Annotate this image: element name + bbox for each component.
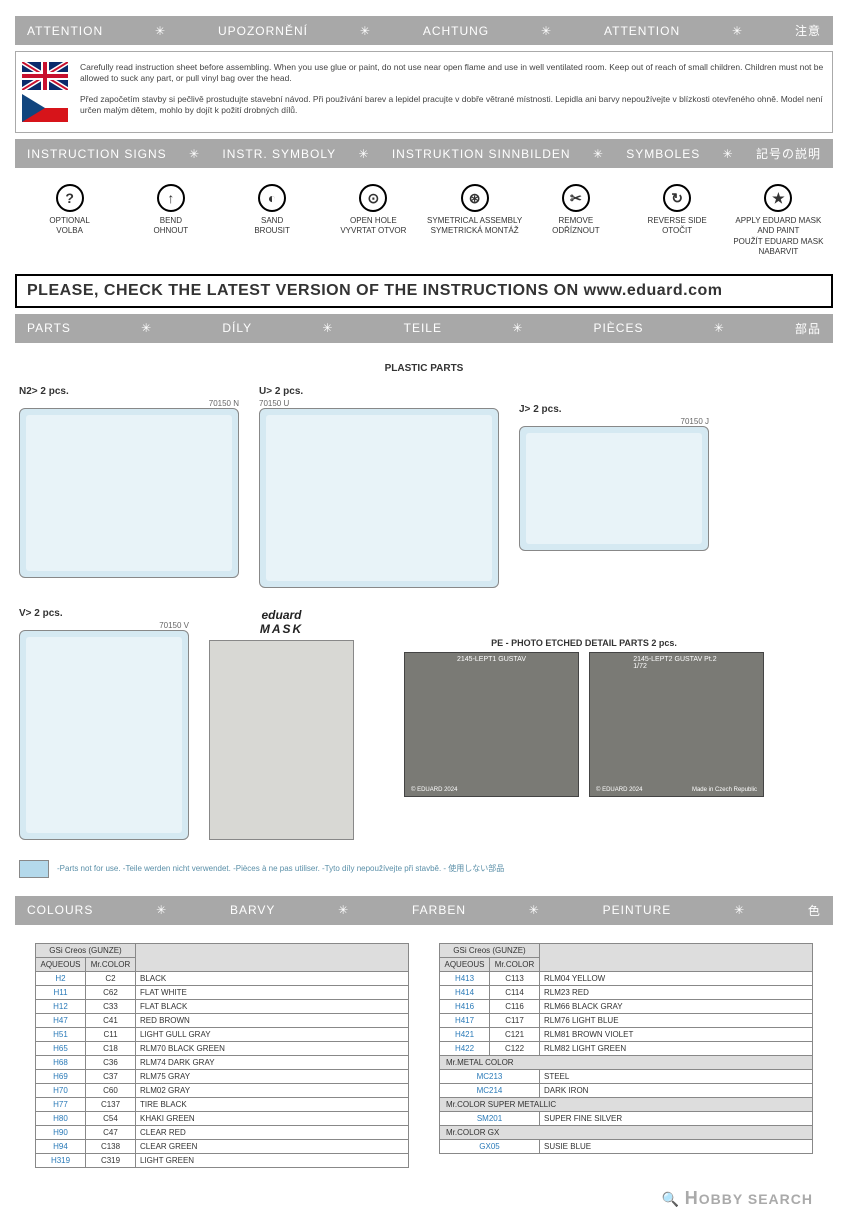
- colours-table-left: GSi Creos (GUNZE) AQUEOUSMr.COLOR H2C2BL…: [35, 943, 409, 1168]
- colours-section: GSi Creos (GUNZE) AQUEOUSMr.COLOR H2C2BL…: [15, 931, 833, 1180]
- sprue-j: J> 2 pcs. 70150 J: [519, 404, 709, 588]
- color-row: H94C138CLEAR GREEN: [36, 1139, 409, 1153]
- color-row: H51C11LIGHT GULL GRAY: [36, 1027, 409, 1041]
- color-row: H77C137TIRE BLACK: [36, 1097, 409, 1111]
- sand-icon: ◐: [258, 184, 286, 212]
- sprue-v-diagram: [19, 630, 189, 840]
- color-row: H90C47CLEAR RED: [36, 1125, 409, 1139]
- color-row: H12C33FLAT BLACK: [36, 999, 409, 1013]
- sprue-n: N2> 2 pcs. 70150 N: [19, 386, 239, 588]
- sign-remove: ✂REMOVEODŘÍZNOUT: [525, 184, 626, 258]
- hdr-item: ACHTUNG: [423, 24, 489, 38]
- open-hole-icon: ⊙: [359, 184, 387, 212]
- sprue-j-diagram: [519, 426, 709, 551]
- color-row: H417C117RLM76 LIGHT BLUE: [440, 1013, 813, 1027]
- mask-diagram: [209, 640, 354, 840]
- color-row: H421C121RLM81 BROWN VIOLET: [440, 1027, 813, 1041]
- note-swatch: [19, 860, 49, 878]
- hdr-item: 注意: [795, 22, 821, 39]
- color-row: H65C18RLM70 BLACK GREEN: [36, 1041, 409, 1055]
- colours-table-right: GSi Creos (GUNZE) AQUEOUSMr.COLOR H413C1…: [439, 943, 813, 1154]
- color-row: MC213STEEL: [440, 1069, 813, 1083]
- attention-text-cz: Před započetím stavby si pečlivě prostud…: [80, 94, 826, 116]
- sign-sand: ◐SANDBROUSIT: [222, 184, 323, 258]
- attention-text-en: Carefully read instruction sheet before …: [80, 62, 826, 84]
- color-row: H414C114RLM23 RED: [440, 985, 813, 999]
- sign-bend: ↑BENDOHNOUT: [120, 184, 221, 258]
- attention-header: ATTENTION✳ UPOZORNĚNÍ✳ ACHTUNG✳ ATTENTIO…: [15, 16, 833, 45]
- colours-header: COLOURS✳ BARVY✳ FARBEN✳ PEINTURE✳ 色: [15, 896, 833, 925]
- color-row: H68C36RLM74 DARK GRAY: [36, 1055, 409, 1069]
- sprue-u-diagram: [259, 408, 499, 588]
- version-banner: PLEASE, CHECK THE LATEST VERSION OF THE …: [15, 274, 833, 308]
- sign-open-hole: ⊙OPEN HOLEVYVRTAT OTVOR: [323, 184, 424, 258]
- pe1-diagram: 2145-LEPT1 GUSTAV © EDUARD 2024: [404, 652, 579, 797]
- sign-mask: ★APPLY EDUARD MASK AND PAINTPOUŽÍT EDUAR…: [728, 184, 829, 258]
- remove-icon: ✂: [562, 184, 590, 212]
- sign-reverse: ↻REVERSE SIDEOTOČIT: [627, 184, 728, 258]
- hdr-item: ATTENTION: [604, 24, 680, 38]
- reverse-icon: ↻: [663, 184, 691, 212]
- signs-header: INSTRUCTION SIGNS✳ INSTR. SYMBOLY✳ INSTR…: [15, 139, 833, 168]
- color-row: H2C2BLACK: [36, 971, 409, 985]
- color-row: H413C113RLM04 YELLOW: [440, 971, 813, 985]
- sign-symmetrical: ⊛SYMETRICAL ASSEMBLYSYMETRICKÁ MONTÁŽ: [424, 184, 525, 258]
- hdr-item: ATTENTION: [27, 24, 103, 38]
- color-row: H11C62FLAT WHITE: [36, 985, 409, 999]
- sign-optional: ?OPTIONALVOLBA: [19, 184, 120, 258]
- color-row: GX05SUSIE BLUE: [440, 1139, 813, 1153]
- parts-header: PARTS✳ DÍLY✳ TEILE✳ PIÈCES✳ 部品: [15, 314, 833, 343]
- color-row: H416C116RLM66 BLACK GRAY: [440, 999, 813, 1013]
- pe-block: PE - PHOTO ETCHED DETAIL PARTS 2 pcs. 21…: [404, 638, 764, 797]
- uk-flag-icon: [22, 62, 68, 90]
- color-row: H47C41RED BROWN: [36, 1013, 409, 1027]
- optional-icon: ?: [56, 184, 84, 212]
- plastic-parts-title: PLASTIC PARTS: [19, 363, 829, 374]
- hdr-item: UPOZORNĚNÍ: [218, 24, 308, 38]
- cz-flag-icon: [22, 94, 68, 122]
- parts-note: -Parts not for use. -Teile werden nicht …: [19, 860, 829, 878]
- signs-row: ?OPTIONALVOLBA ↑BENDOHNOUT ◐SANDBROUSIT …: [15, 174, 833, 268]
- attention-box: Carefully read instruction sheet before …: [15, 51, 833, 133]
- footer: 🔍 HHOBBY SEARCHOBBY SEARCH: [15, 1180, 833, 1217]
- hobbysearch-logo: 🔍 HHOBBY SEARCHOBBY SEARCH: [661, 1188, 813, 1209]
- sprue-v: V> 2 pcs. 70150 V: [19, 608, 189, 840]
- mask-icon: ★: [764, 184, 792, 212]
- color-row: MC214DARK IRON: [440, 1083, 813, 1097]
- color-row: SM201SUPER FINE SILVER: [440, 1111, 813, 1125]
- color-row: H69C37RLM75 GRAY: [36, 1069, 409, 1083]
- bend-icon: ↑: [157, 184, 185, 212]
- symmetrical-icon: ⊛: [461, 184, 489, 212]
- pe2-diagram: 2145-LEPT2 GUSTAV Pt.2 1/72 © EDUARD 202…: [589, 652, 764, 797]
- sprue-n-diagram: [19, 408, 239, 578]
- sprue-u: U> 2 pcs. 70150 U: [259, 386, 499, 588]
- color-row: H422C122RLM82 LIGHT GREEN: [440, 1041, 813, 1055]
- color-row: H70C60RLM02 GRAY: [36, 1083, 409, 1097]
- color-row: H319C319LIGHT GREEN: [36, 1153, 409, 1167]
- color-row: H80C54KHAKI GREEN: [36, 1111, 409, 1125]
- mask-block: eduardMASK: [209, 608, 354, 840]
